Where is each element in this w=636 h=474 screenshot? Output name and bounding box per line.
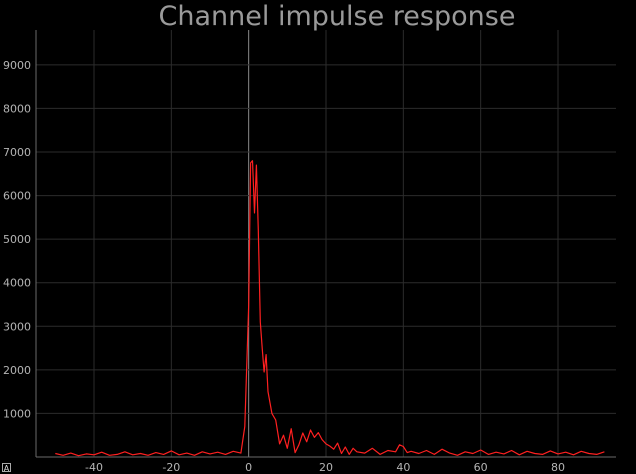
y-tick-label: 3000 xyxy=(3,320,31,333)
y-tick-label: 9000 xyxy=(3,59,31,72)
corner-anchor-icon[interactable]: A xyxy=(2,463,11,473)
x-tick-label: -40 xyxy=(85,461,103,474)
x-tick-label: 40 xyxy=(396,461,410,474)
x-tick-labels: -40 -20 0 20 40 60 80 xyxy=(85,461,565,474)
y-tick-label: 6000 xyxy=(3,190,31,203)
y-tick-label: 7000 xyxy=(3,146,31,159)
y-tick-labels: 1000 2000 3000 4000 5000 6000 7000 8000 9000 xyxy=(3,59,31,421)
chart-title: Channel impulse response xyxy=(159,1,516,32)
x-tick-label: 0 xyxy=(245,461,252,474)
x-tick-label: 20 xyxy=(319,461,333,474)
y-tick-label: 1000 xyxy=(3,407,31,420)
y-tick-label: 5000 xyxy=(3,233,31,246)
x-tick-label: 80 xyxy=(551,461,565,474)
x-tick-label: 60 xyxy=(474,461,488,474)
x-tick-label: -20 xyxy=(162,461,180,474)
y-tick-label: 8000 xyxy=(3,102,31,115)
y-tick-label: 2000 xyxy=(3,364,31,377)
series-line xyxy=(55,160,605,457)
axes xyxy=(35,30,616,458)
y-tick-label: 4000 xyxy=(3,277,31,290)
grid-lines xyxy=(36,30,616,457)
